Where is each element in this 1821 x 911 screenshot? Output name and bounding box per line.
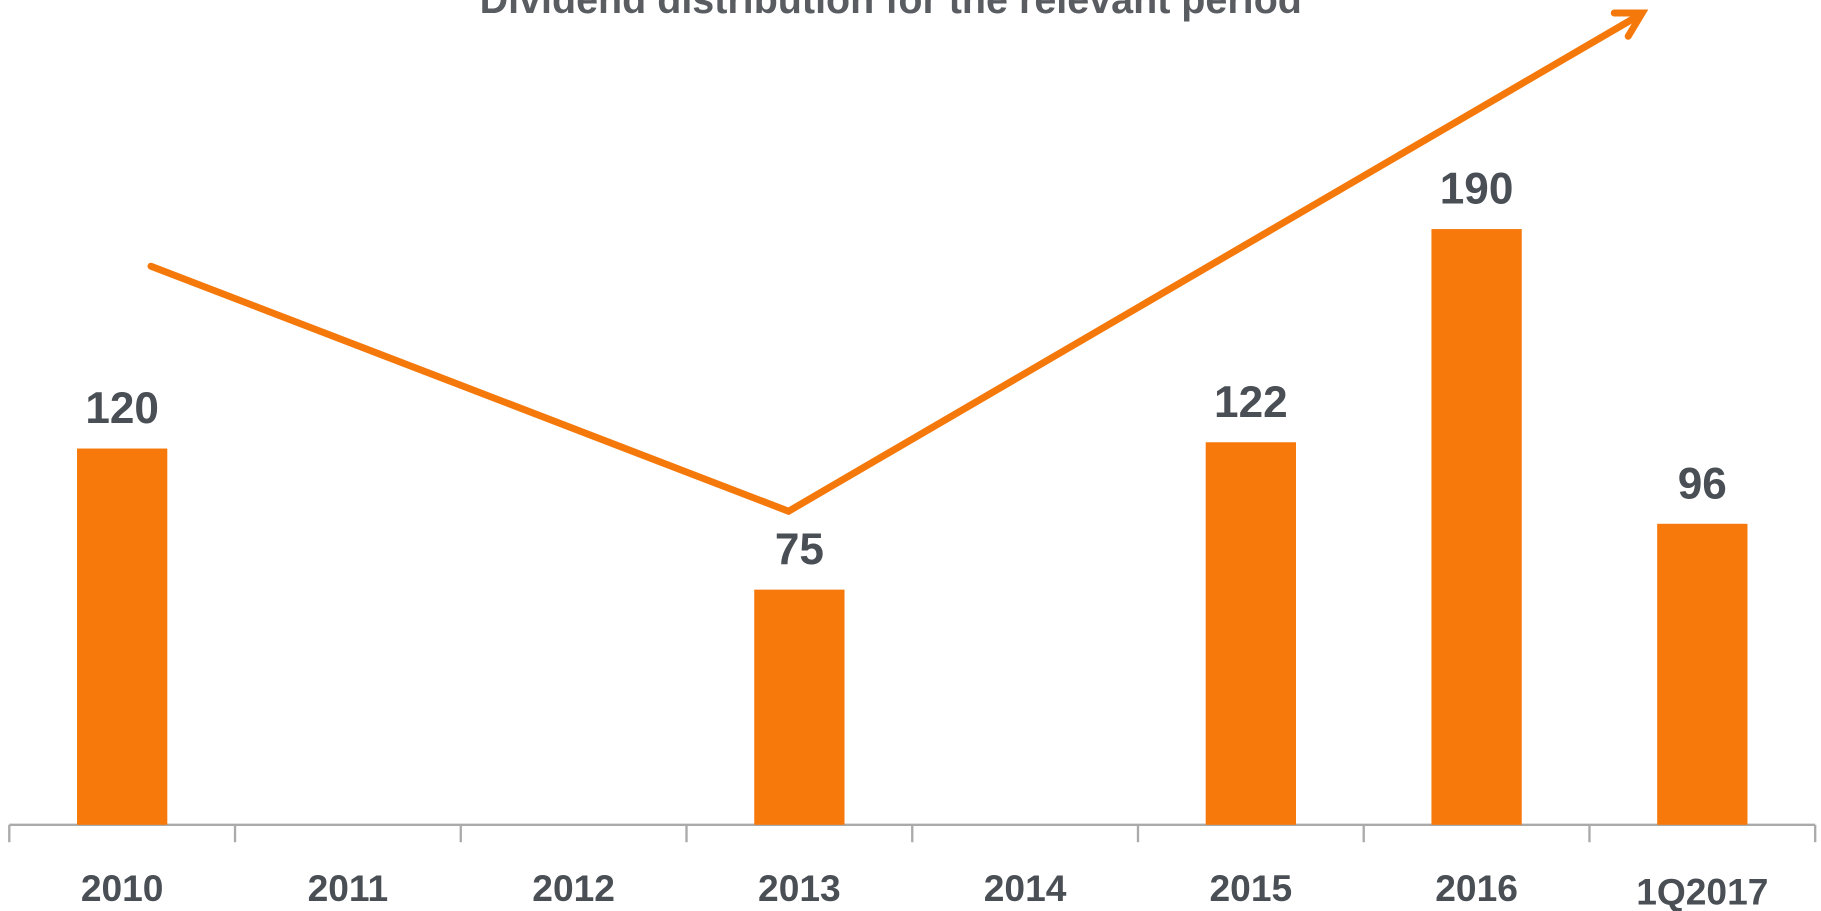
x-tick-label: 2016 xyxy=(1435,867,1518,909)
bar xyxy=(1431,229,1522,825)
x-axis xyxy=(8,823,1817,843)
bar xyxy=(754,589,845,825)
x-tick-label: 2013 xyxy=(758,867,841,909)
data-label: 120 xyxy=(85,384,159,433)
x-tick-label: 2014 xyxy=(984,867,1067,909)
data-label: 122 xyxy=(1214,378,1288,427)
arrow-head xyxy=(1610,9,1649,40)
x-tick-label: 2010 xyxy=(81,867,164,909)
data-label: 75 xyxy=(775,525,824,574)
chart-title: Dividend distribution for the relevant p… xyxy=(480,0,1302,22)
bar xyxy=(1657,523,1748,825)
bar xyxy=(77,448,168,825)
trend-arrow xyxy=(147,9,1649,516)
data-label: 190 xyxy=(1440,165,1514,214)
x-tick-label: 1Q2017 xyxy=(1636,870,1768,911)
bar xyxy=(1205,442,1296,825)
x-tick-label: 2015 xyxy=(1210,867,1293,909)
x-tick-label: 2011 xyxy=(308,867,389,909)
data-label: 96 xyxy=(1678,459,1727,508)
x-tick-label: 2012 xyxy=(532,867,615,909)
trend-line xyxy=(147,10,1645,516)
